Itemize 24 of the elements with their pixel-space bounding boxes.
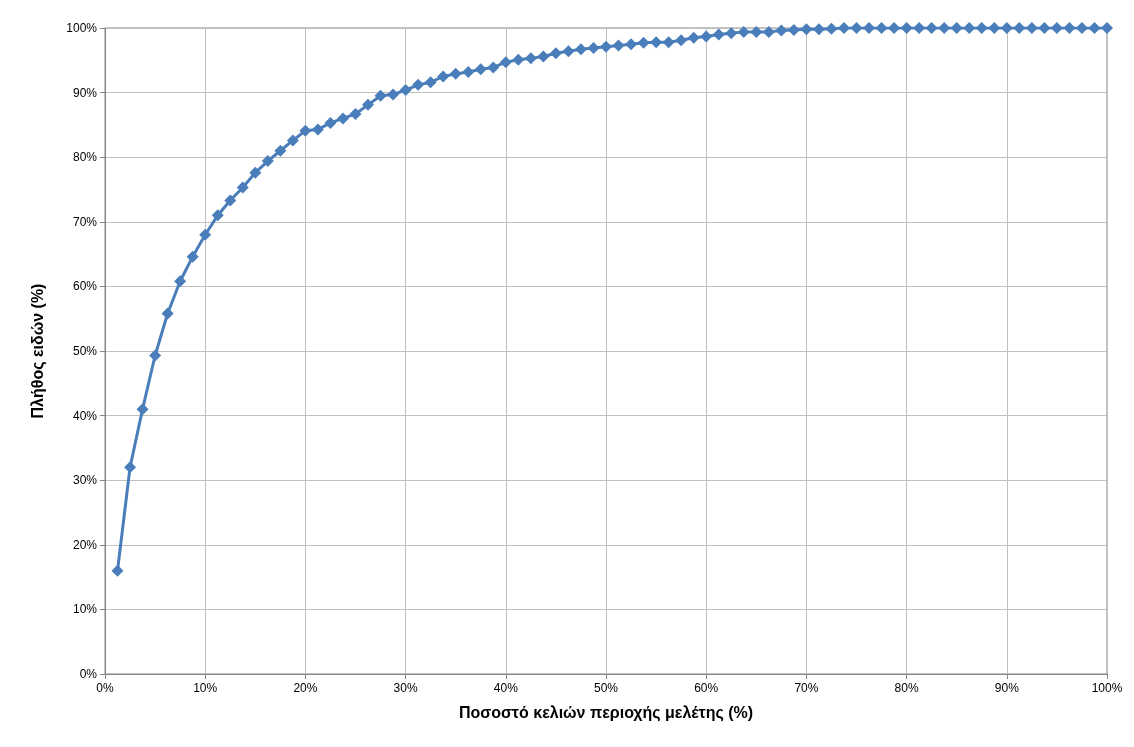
x-tick-label: 30% <box>393 681 418 695</box>
x-tick-label: 20% <box>293 681 318 695</box>
x-tick-label: 0% <box>96 681 114 695</box>
y-tick-label: 60% <box>72 279 98 294</box>
y-tick-label: 50% <box>72 344 98 358</box>
y-tick-label: 80% <box>72 150 98 165</box>
y-tick-label: 0% <box>79 667 98 681</box>
y-axis-title: Πλήθος ειδών (%) <box>28 283 47 419</box>
x-tick-label: 100% <box>1091 681 1123 695</box>
y-tick-label: 30% <box>72 473 98 488</box>
x-tick-label: 80% <box>894 681 919 695</box>
x-tick-label: 10% <box>193 681 218 695</box>
x-tick-label: 60% <box>694 681 719 695</box>
x-tick-label: 70% <box>794 681 819 695</box>
x-tick-label: 50% <box>593 681 619 695</box>
y-tick-label: 40% <box>72 408 98 423</box>
y-tick-label: 70% <box>72 214 98 229</box>
y-tick-label: 100% <box>66 21 98 35</box>
x-tick-label: 90% <box>994 681 1020 695</box>
x-tick-label: 40% <box>493 681 519 695</box>
x-axis-title: Ποσοστό κελιών περιοχής μελέτης (%) <box>458 703 754 722</box>
y-tick-label: 10% <box>72 602 98 617</box>
y-tick-label: 20% <box>72 537 98 552</box>
y-tick-label: 90% <box>72 85 98 100</box>
